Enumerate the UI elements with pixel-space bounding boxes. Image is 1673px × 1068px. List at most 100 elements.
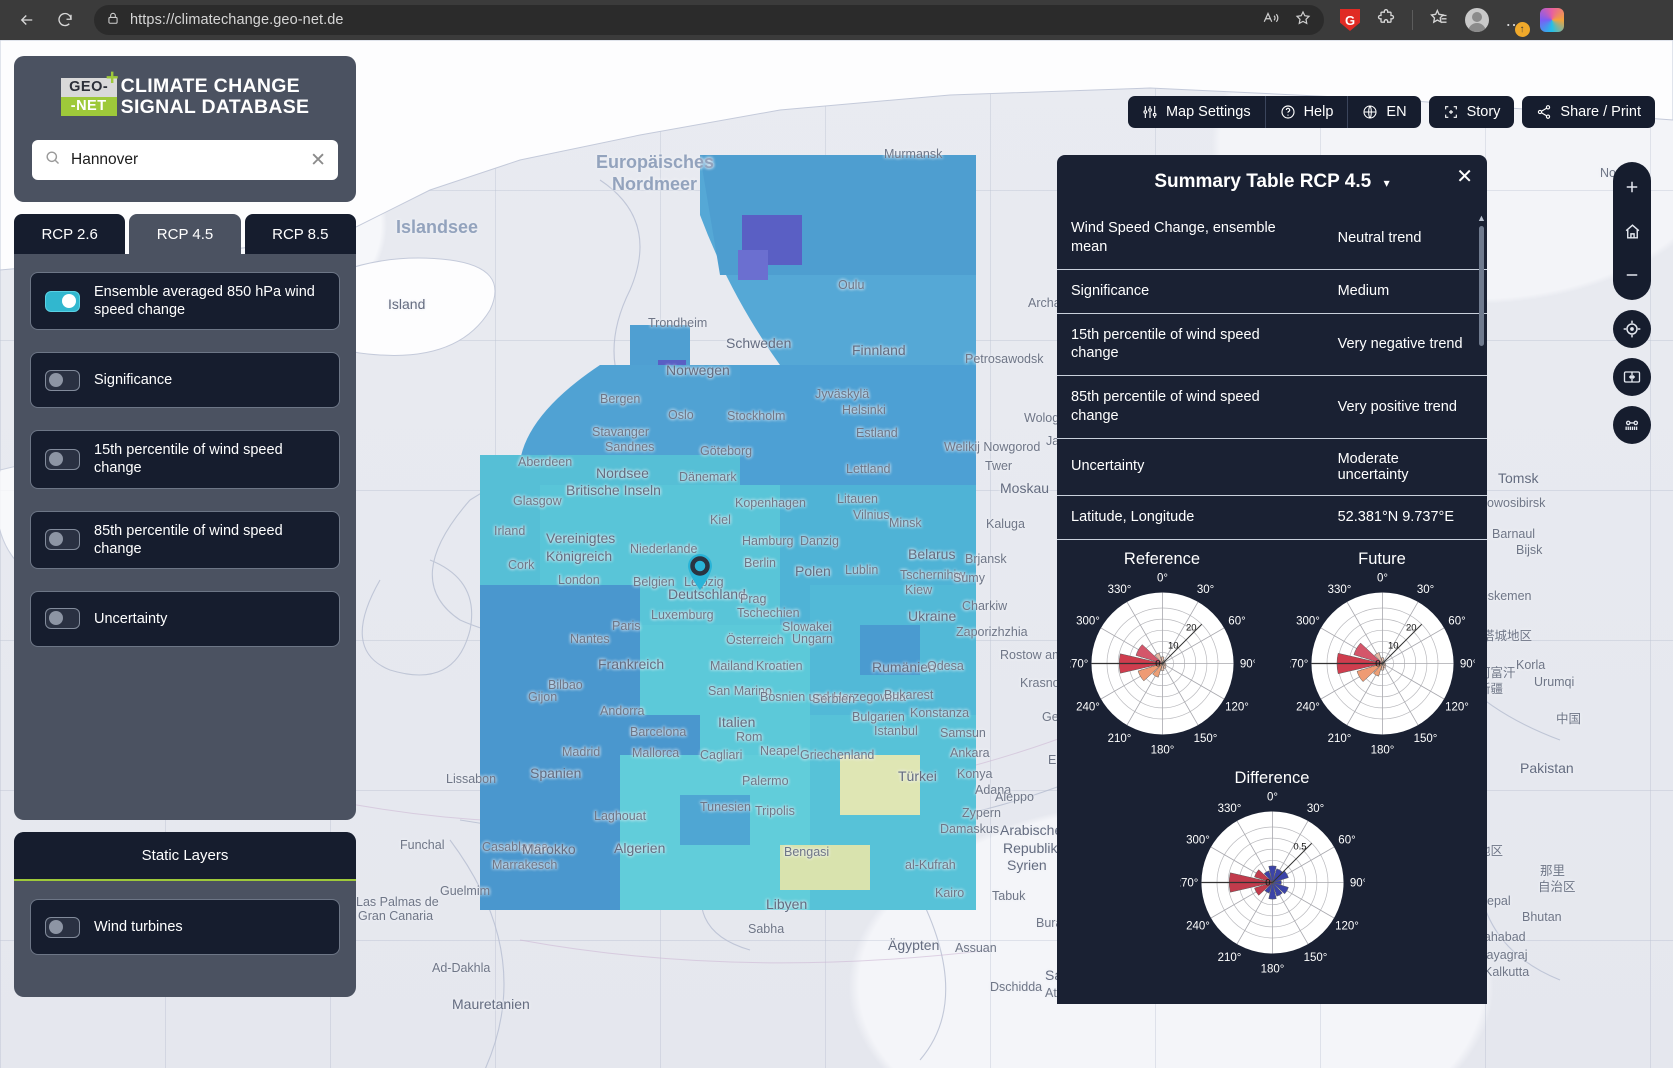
location-pin[interactable] [686, 553, 714, 591]
layer-item[interactable]: Significance [30, 352, 340, 409]
tab-label: RCP 4.5 [156, 225, 214, 243]
story-button[interactable]: Story [1428, 96, 1515, 128]
puzzle-icon[interactable] [1376, 8, 1396, 33]
wind-rose-reference: Reference 0 10 20 0° 30° 60° 90° 120° 150° 180° 21… [1062, 550, 1262, 761]
layer-label: Significance [94, 372, 173, 389]
logo-plus: + [105, 65, 119, 91]
search-input[interactable] [71, 151, 301, 170]
layer-toggle[interactable] [45, 290, 80, 312]
title-line-2: SIGNAL DATABASE [120, 96, 310, 119]
layer-label: Uncertainty [94, 610, 168, 627]
close-icon[interactable]: ✕ [1456, 166, 1473, 188]
wind-rose-sector [1267, 882, 1277, 900]
wind-rose-angle-tick: 180° [1370, 744, 1394, 755]
reload-icon[interactable] [48, 5, 82, 35]
wind-rose-sector [1380, 663, 1384, 671]
toggle-knob [49, 919, 63, 934]
help-button[interactable]: Help [1264, 96, 1348, 128]
layer-item[interactable]: 85th percentile of wind speed change [30, 510, 340, 569]
tab-rcp-8-5[interactable]: RCP 8.5 [244, 214, 356, 255]
clear-search-icon[interactable]: ✕ [310, 149, 326, 171]
wind-rose-sector [1381, 663, 1386, 669]
left-sidebar: + GEO- -NET CLIMATE CHANGE SIGNAL DATABA… [14, 56, 356, 998]
zoom-in-button[interactable] [1613, 170, 1651, 204]
layers-panel: Ensemble averaged 850 hPa wind speed cha… [14, 254, 356, 821]
tab-rcp-4-5[interactable]: RCP 4.5 [129, 214, 241, 255]
scroll-up-arrow[interactable]: ▲ [1477, 213, 1486, 223]
story-label: Story [1466, 104, 1501, 120]
climate-raster-overlay [480, 155, 976, 910]
language-button[interactable]: EN [1347, 96, 1420, 128]
address-bar[interactable]: https://climatechange.geo-net.de [94, 5, 1324, 35]
wind-rose-angle-tick: 300° [1186, 834, 1210, 846]
wind-rose-future-plot: 0 10 20 0° 30° 60° 90° 120° 150° 180° 210° 240° 270°… [1282, 571, 1482, 761]
collections-icon[interactable] [1429, 8, 1449, 33]
favorite-star-icon[interactable] [1294, 9, 1312, 32]
wind-rose-row-top: Reference 0 10 20 0° 30° 60° 90° 120° 150° 180° 21… [1057, 550, 1487, 761]
toggle-knob [62, 293, 76, 308]
read-aloud-icon[interactable] [1262, 9, 1280, 32]
summary-row-value: Medium [1323, 269, 1487, 314]
back-arrow-icon[interactable] [10, 5, 44, 35]
wind-rose-angle-tick: 120° [1445, 701, 1469, 713]
scroll-thumb[interactable] [1478, 226, 1484, 346]
static-layer-item[interactable]: Wind turbines [30, 899, 340, 956]
wind-rose-reference-title: Reference [1123, 549, 1201, 568]
compare-swipe-icon[interactable] [1613, 358, 1651, 396]
divider [1412, 10, 1413, 30]
home-icon[interactable] [1613, 214, 1651, 248]
wind-rose-angle-tick: 240° [1076, 701, 1100, 713]
static-layer-toggle[interactable] [45, 916, 80, 938]
summary-scrollbar[interactable]: ▲ [1477, 213, 1486, 463]
wind-rose-sector [1353, 642, 1383, 664]
wind-rose-angle-tick: 330° [1107, 584, 1131, 596]
toggle-knob [49, 451, 63, 466]
wind-rose-angle-tick: 150° [1413, 733, 1437, 745]
tab-rcp-2-6[interactable]: RCP 2.6 [14, 214, 126, 255]
wind-rose-angle-tick: 150° [1303, 952, 1327, 964]
wind-rose-angle-tick: 180° [1150, 744, 1174, 755]
wind-rose-radial-tick: 20 [1186, 622, 1197, 633]
layer-item[interactable]: Ensemble averaged 850 hPa wind speed cha… [30, 272, 340, 331]
layer-item[interactable]: Uncertainty [30, 590, 340, 647]
summary-row: Significance Medium [1057, 269, 1487, 314]
wind-rose-sector [1373, 651, 1383, 664]
layer-item[interactable]: 15th percentile of wind speed change [30, 430, 340, 489]
summary-row-value: Very positive trend [1323, 375, 1487, 439]
wind-rose-sector [1264, 882, 1273, 894]
wind-rose-radial-tick: 0 [1265, 877, 1270, 888]
profile-avatar[interactable] [1465, 8, 1489, 32]
share-print-label: Share / Print [1560, 104, 1641, 120]
chevron-down-icon[interactable]: ▾ [1383, 176, 1390, 190]
layer-list: Ensemble averaged 850 hPa wind speed cha… [30, 272, 340, 647]
layer-toggle[interactable] [45, 448, 80, 470]
locate-icon[interactable] [1613, 310, 1651, 348]
legend-icon[interactable] [1613, 406, 1651, 444]
static-layers-body: Wind turbines [14, 881, 356, 997]
copilot-icon[interactable] [1540, 8, 1564, 32]
wind-rose-future-title: Future [1358, 549, 1406, 568]
wind-rose-svg: 0 10 20 0° 30° 60° 90° 120° 150° 180° 210° 240° 270°… [1064, 572, 1257, 756]
wind-rose-sector [1271, 868, 1283, 883]
layer-toggle[interactable] [45, 529, 80, 551]
wind-rose-angle-tick: 330° [1327, 584, 1351, 596]
wind-rose-sector [1372, 663, 1383, 677]
language-label: EN [1386, 104, 1407, 120]
summary-panel: Summary Table RCP 4.5 ▾ ✕ Wind Speed Cha… [1057, 155, 1487, 1068]
wind-rose-sector [1267, 865, 1277, 883]
map-settings-button[interactable]: Map Settings [1128, 96, 1265, 128]
layer-toggle[interactable] [45, 369, 80, 391]
summary-row-key: Latitude, Longitude [1057, 495, 1324, 540]
wind-rose-difference: Difference 0 0.5 0° 30° 60° 90° 120° 150° 180° 21… [1172, 769, 1372, 980]
wind-rose-svg: 0 10 20 0° 30° 60° 90° 120° 150° 180° 210° 240° 270°… [1284, 572, 1477, 756]
wind-rose-sector [1135, 643, 1163, 664]
search-box[interactable]: ✕ [32, 140, 338, 181]
extension-g-icon[interactable]: G [1340, 9, 1360, 31]
share-print-button[interactable]: Share / Print [1522, 96, 1655, 128]
zoom-out-button[interactable] [1613, 258, 1651, 292]
toggle-knob [49, 372, 63, 387]
browser-settings-more-icon[interactable]: … ↑ [1505, 10, 1530, 37]
wind-rose-angle-tick: 300° [1296, 615, 1320, 627]
tab-label: RCP 8.5 [272, 225, 329, 243]
layer-toggle[interactable] [45, 608, 80, 630]
